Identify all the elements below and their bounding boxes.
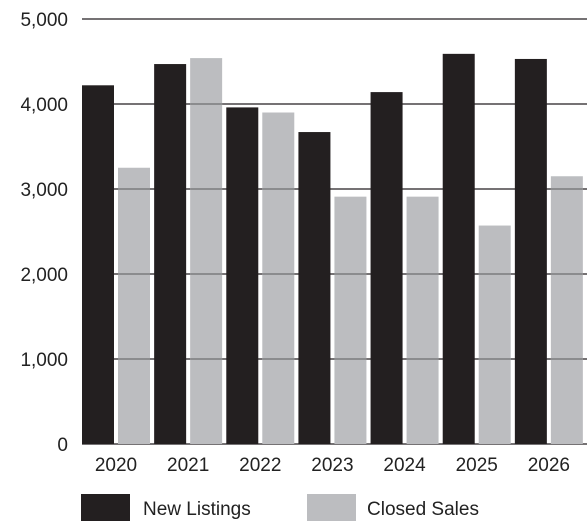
y-tick-label: 2,000 — [20, 265, 68, 286]
bar-closed-sales-2026 — [550, 176, 583, 444]
y-axis: 0 1,000 2,000 3,000 4,000 5,000 — [20, 10, 68, 456]
bar-closed-sales-2020 — [118, 167, 150, 444]
bar-new-listings-2023 — [298, 132, 331, 445]
bar-new-listings-2024 — [370, 92, 403, 444]
bar-new-listings-2021 — [154, 64, 187, 445]
y-tick-label: 3,000 — [20, 180, 68, 201]
x-tick-label: 2021 — [167, 455, 209, 476]
bar-new-listings-2026 — [514, 58, 547, 444]
y-tick-label: 1,000 — [20, 350, 68, 371]
bar-new-listings-2020 — [82, 85, 114, 445]
gridline-overlays — [118, 103, 583, 360]
x-tick-label: 2022 — [239, 455, 281, 476]
y-tick-label: 4,000 — [20, 95, 68, 116]
y-tick-label: 5,000 — [20, 10, 68, 31]
x-tick-label: 2023 — [311, 455, 353, 476]
bar-closed-sales-2022 — [262, 112, 295, 444]
bar-new-listings-2022 — [226, 107, 259, 445]
legend-label-new-listings: New Listings — [143, 499, 251, 520]
bars — [82, 53, 583, 445]
bar-closed-sales-2021 — [190, 58, 223, 444]
legend-swatch-new-listings — [81, 494, 130, 521]
bar-closed-sales-2025 — [478, 225, 511, 444]
x-tick-label: 2026 — [528, 455, 570, 476]
bar-new-listings-2025 — [442, 53, 475, 444]
x-axis: 2020 2021 2022 2023 2024 2025 2026 — [95, 455, 570, 476]
legend: New Listings Closed Sales — [81, 494, 479, 521]
legend-label-closed-sales: Closed Sales — [367, 499, 479, 520]
x-tick-label: 2025 — [456, 455, 498, 476]
y-tick-label: 0 — [57, 435, 68, 456]
x-tick-label: 2024 — [383, 455, 426, 476]
bar-closed-sales-2024 — [406, 196, 439, 444]
legend-swatch-closed-sales — [307, 494, 356, 521]
bar-closed-sales-2023 — [334, 196, 367, 444]
x-tick-label: 2020 — [95, 455, 137, 476]
